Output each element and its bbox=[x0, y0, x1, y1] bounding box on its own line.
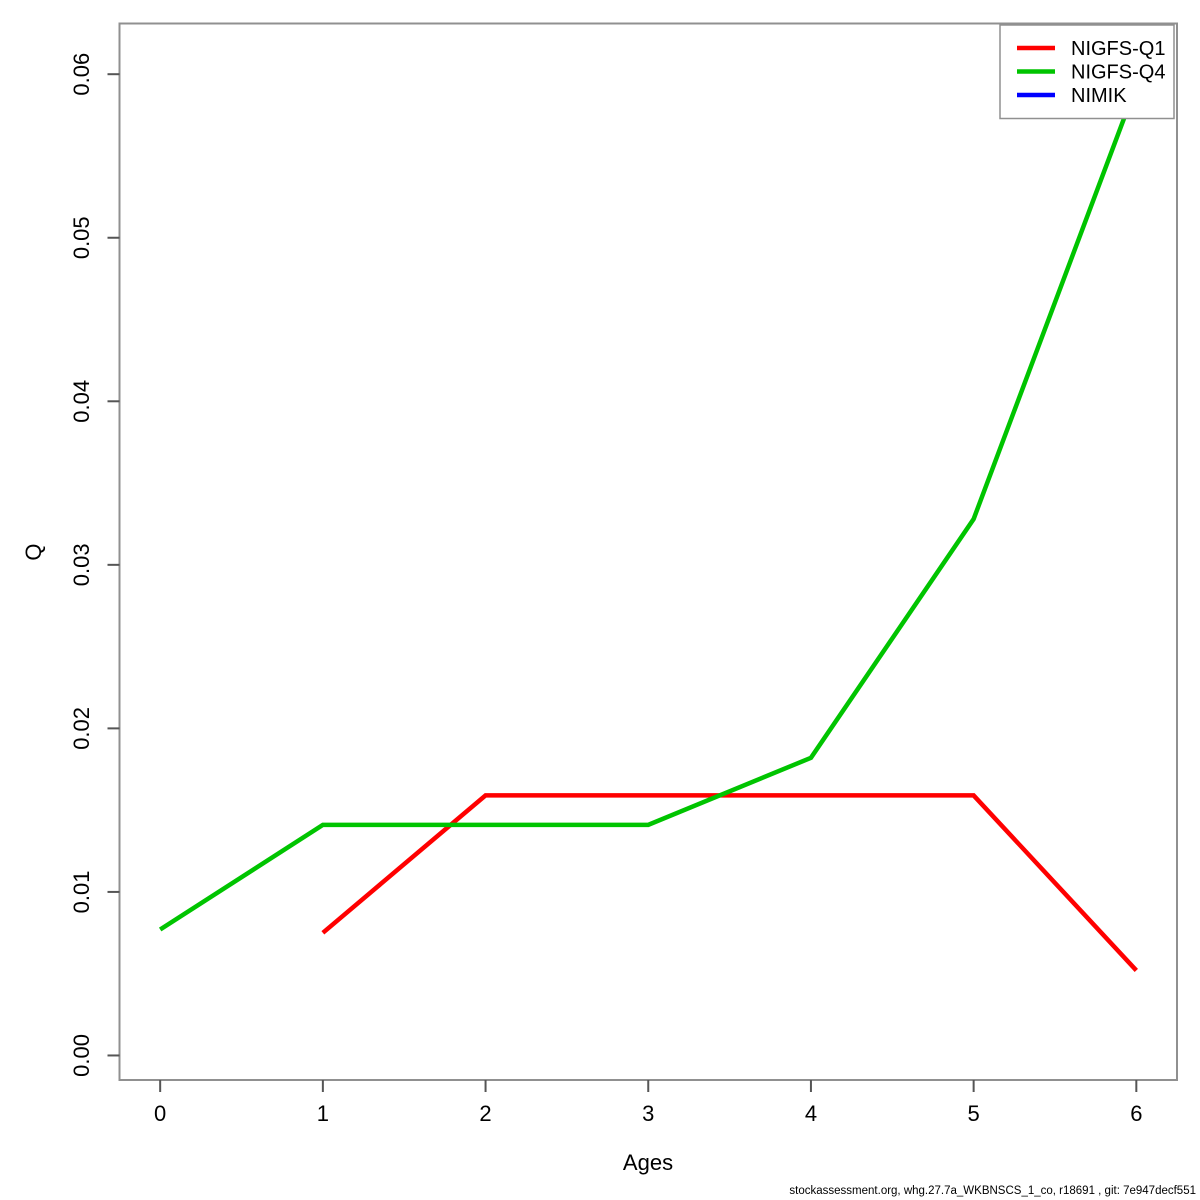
legend-entry-nimik: NIMIK bbox=[1017, 85, 1127, 107]
series-line-nigfs-q4 bbox=[158, 84, 1139, 932]
legend-entry-nigfs-q4: NIGFS-Q4 bbox=[1017, 62, 1165, 84]
x-tick-label: 4 bbox=[805, 1101, 817, 1126]
y-tick-label: 0.06 bbox=[69, 53, 94, 96]
y-tick-label: 0.01 bbox=[69, 871, 94, 914]
y-tick-label: 0.03 bbox=[69, 543, 94, 586]
legend-label: NIGFS-Q1 bbox=[1071, 38, 1165, 60]
plot-area-border bbox=[118, 22, 1178, 1081]
legend-label: NIGFS-Q4 bbox=[1071, 62, 1165, 84]
y-axis: 0.00 0.01 0.02 0.03 0.04 0.05 0.06 bbox=[69, 53, 120, 1077]
y-axis-title: Q bbox=[21, 543, 46, 560]
legend-label: NIMIK bbox=[1071, 85, 1127, 107]
x-tick-label: 1 bbox=[317, 1101, 329, 1126]
y-tick-label: 0.00 bbox=[69, 1034, 94, 1077]
x-tick-label: 6 bbox=[1130, 1101, 1142, 1126]
x-axis-title: Ages bbox=[623, 1150, 673, 1175]
series-lines bbox=[158, 84, 1139, 972]
legend-entry-nigfs-q1: NIGFS-Q1 bbox=[1017, 38, 1165, 60]
x-tick-label: 3 bbox=[642, 1101, 654, 1126]
x-tick-label: 5 bbox=[968, 1101, 980, 1126]
x-tick-label: 2 bbox=[479, 1101, 491, 1126]
series-line-nigfs-q1 bbox=[321, 793, 1138, 972]
x-tick-label: 0 bbox=[154, 1101, 166, 1126]
footer-attribution: stockassessment.org, whg.27.7a_WKBNSCS_1… bbox=[789, 1185, 1196, 1197]
y-tick-label: 0.02 bbox=[69, 707, 94, 750]
x-axis: 0 1 2 3 4 5 6 bbox=[154, 1080, 1142, 1126]
y-tick-label: 0.05 bbox=[69, 216, 94, 259]
y-tick-label: 0.04 bbox=[69, 380, 94, 423]
